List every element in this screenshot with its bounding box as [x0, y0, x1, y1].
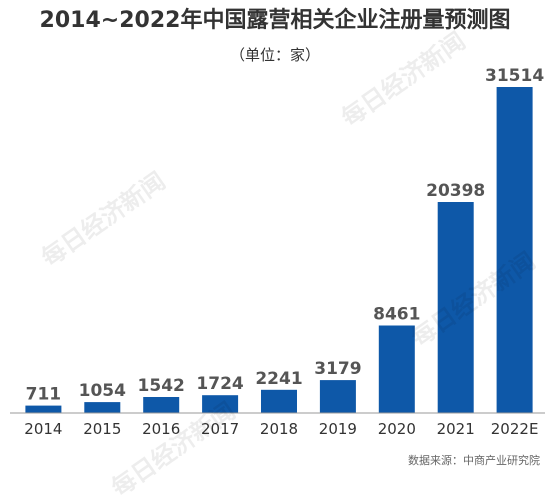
- value-label-2014: 711: [26, 385, 62, 405]
- chart-title: 2014~2022年中国露营相关企业注册量预测图: [39, 8, 511, 33]
- bar-2015: [84, 402, 121, 413]
- value-label-2017: 1724: [196, 374, 243, 394]
- bars-group: [25, 87, 533, 413]
- bar-chart: 711 1054 1542 1724 2241 3179 8461 20398 31514 20…: [10, 66, 545, 438]
- value-label-2018: 2241: [255, 369, 302, 389]
- x-tick-label-2021: 2021: [437, 420, 475, 438]
- value-label-2015: 1054: [79, 381, 126, 401]
- bar-2014: [25, 405, 62, 413]
- bar-2021: [437, 202, 474, 413]
- x-tick-label-2014: 2014: [24, 420, 62, 438]
- x-tick-label-2016: 2016: [142, 420, 180, 438]
- value-label-2019: 3179: [314, 359, 361, 379]
- x-tick-label-2019: 2019: [319, 420, 357, 438]
- x-tick-label-2020: 2020: [378, 420, 416, 438]
- value-label-2021: 20398: [426, 181, 485, 201]
- x-tick-label-2015: 2015: [83, 420, 121, 438]
- bar-2020: [378, 325, 415, 413]
- value-labels-group: 711 1054 1542 1724 2241 3179 8461 20398 31514: [26, 66, 545, 405]
- x-tick-label-2018: 2018: [260, 420, 298, 438]
- value-label-2022E: 31514: [485, 66, 544, 86]
- bar-2018: [261, 389, 297, 413]
- bar-2016: [143, 397, 180, 413]
- bar-2019: [319, 380, 356, 413]
- x-tick-labels-group: 2014 2015 2016 2017 2018 2019 2020 2021 2022E: [24, 420, 538, 438]
- chart-subtitle: （单位：家）: [229, 46, 320, 64]
- x-tick-label-2017: 2017: [201, 420, 239, 438]
- value-label-2016: 1542: [138, 376, 185, 396]
- bar-2022E: [496, 87, 533, 413]
- source-note: 数据来源：中商产业研究院: [408, 454, 540, 467]
- bar-2017: [202, 395, 239, 413]
- value-label-2020: 8461: [373, 305, 420, 325]
- x-tick-label-2022E: 2022E: [491, 420, 539, 438]
